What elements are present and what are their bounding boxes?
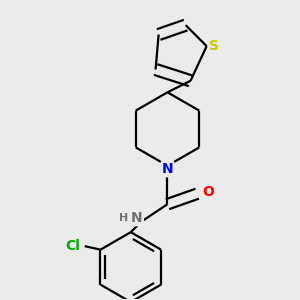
Text: N: N [162, 162, 173, 176]
Text: N: N [131, 211, 143, 225]
Text: Cl: Cl [65, 239, 80, 253]
Text: O: O [202, 185, 214, 199]
Text: H: H [119, 213, 128, 223]
Text: S: S [209, 39, 219, 53]
